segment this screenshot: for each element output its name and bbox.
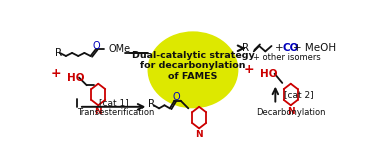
Text: Decarbonylation: Decarbonylation [256,108,325,117]
Text: +: + [51,67,61,80]
Text: R: R [148,99,155,109]
Text: HO: HO [67,73,84,82]
Text: [cat 1]: [cat 1] [99,99,129,107]
Text: Transesterification: Transesterification [77,108,155,117]
Text: +: + [244,63,254,76]
Text: CO: CO [282,43,299,53]
Text: Dual-catalytic strategy
for decarbonylation
of FAMES: Dual-catalytic strategy for decarbonylat… [132,51,254,81]
Text: +: + [275,43,284,53]
Text: N: N [195,130,203,139]
Text: [cat 2]: [cat 2] [284,90,313,99]
Text: N: N [94,107,102,116]
Ellipse shape [147,31,239,108]
Text: R: R [242,43,249,53]
Text: O: O [92,41,100,51]
Text: OMe: OMe [108,44,130,54]
Text: + MeOH: + MeOH [293,43,336,53]
Text: O: O [172,92,180,102]
Text: + other isomers: + other isomers [253,53,321,62]
Text: R: R [55,48,62,58]
Text: HO: HO [260,69,277,79]
Text: N: N [287,107,294,116]
